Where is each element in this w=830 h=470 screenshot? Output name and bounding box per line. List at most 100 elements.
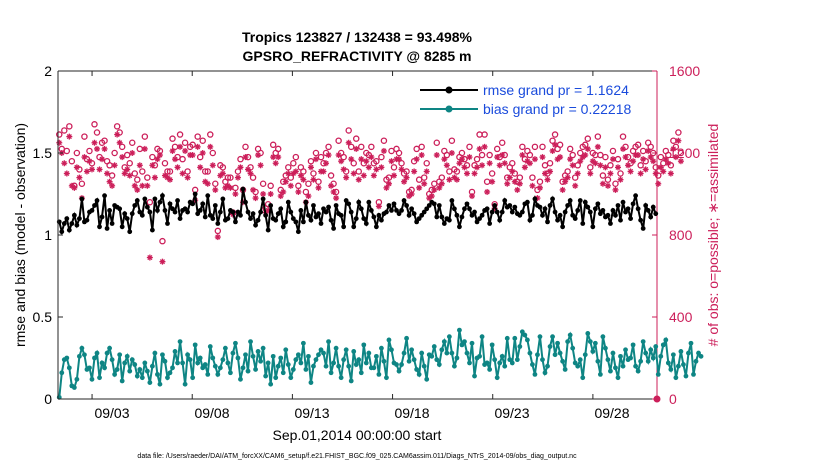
obs-possible-point	[453, 168, 461, 175]
rmse-series-point	[628, 216, 633, 222]
bias-series-point	[530, 362, 535, 367]
bias-series-point	[348, 378, 354, 384]
obs-assimilated-point	[388, 158, 395, 165]
bias-series-point	[338, 375, 344, 381]
bias-series-point	[653, 344, 659, 349]
bias-series-point	[660, 342, 666, 348]
obs-possible-point	[576, 149, 584, 157]
rmse-series-point	[384, 209, 389, 215]
bias-series-point	[263, 373, 269, 379]
obs-possible-point	[194, 133, 201, 140]
rmse-series-point	[74, 222, 80, 228]
obs-possible-point	[237, 155, 244, 163]
bias-series-point	[160, 352, 165, 358]
bias-series-point	[519, 329, 525, 335]
rmse-series-point	[260, 196, 266, 202]
obs-possible-point	[139, 168, 146, 175]
rmse-series-point	[76, 216, 82, 222]
rmse-series-point	[170, 206, 175, 212]
obs-possible-point	[302, 188, 310, 196]
rmse-series-point	[575, 208, 581, 213]
rmse-series-point	[401, 198, 407, 203]
bias-series-point	[308, 380, 314, 385]
bias-series-line	[58, 329, 702, 398]
obs-possible-point	[358, 143, 365, 151]
bias-series-point	[678, 349, 684, 354]
obs-possible-point	[345, 127, 352, 134]
bias-series-point	[630, 342, 636, 348]
rmse-series-point	[519, 209, 525, 215]
rmse-series-point	[484, 206, 490, 212]
obs-assimilated-point	[368, 154, 375, 161]
rmse-series-point	[527, 217, 533, 223]
rmse-series-point	[137, 209, 143, 215]
obs-assimilated-point	[111, 162, 118, 169]
rmse-series-point	[316, 211, 321, 217]
rmse-series-point	[207, 212, 213, 218]
bias-series-point	[658, 353, 664, 359]
bias-series-point	[373, 353, 379, 359]
obs-assimilated-point	[275, 154, 282, 161]
bias-series-point	[313, 357, 319, 363]
rmse-series-point	[489, 209, 495, 215]
bias-series-point	[457, 327, 462, 333]
obs-assimilated-point	[672, 154, 679, 161]
obs-possible-point	[466, 143, 473, 151]
bias-series-point	[97, 375, 102, 381]
bias-series-point	[74, 376, 80, 382]
y-left-tick-label: 1	[44, 227, 52, 243]
bias-series-point	[507, 357, 513, 363]
rmse-series-point	[177, 216, 183, 222]
obs-possible-point	[315, 178, 322, 185]
bias-series-point	[580, 375, 586, 381]
obs-assimilated-point	[260, 191, 267, 197]
obs-assimilated-point	[255, 152, 262, 159]
rmse-series-point	[462, 206, 467, 212]
bias-series-point	[205, 372, 211, 377]
obs-assimilated-point	[577, 158, 584, 165]
rmse-series-point	[79, 196, 85, 202]
obs-assimilated-point	[144, 182, 151, 189]
obs-possible-point	[458, 149, 466, 157]
obs-possible-point	[486, 151, 493, 159]
obs-assimilated-point	[584, 145, 591, 152]
rmse-series-point	[225, 216, 231, 222]
rmse-series-point	[69, 221, 75, 226]
obs-assimilated-point	[416, 184, 423, 191]
obs-assimilated-point	[340, 166, 347, 173]
obs-assimilated-point	[156, 152, 163, 159]
rmse-series-point	[338, 212, 344, 218]
series-layer	[56, 121, 704, 403]
obs-assimilated-point	[544, 176, 551, 183]
obs-assimilated-point	[247, 170, 254, 177]
bias-series-point	[195, 360, 201, 366]
bias-series-point	[318, 347, 324, 353]
rmse-series-point	[119, 224, 125, 230]
y-right-tick-label: 1600	[669, 63, 700, 79]
obs-assimilated-point	[378, 164, 385, 171]
obs-assimilated-point	[106, 178, 113, 185]
obs-possible-point	[584, 135, 592, 142]
bias-series-point	[129, 357, 135, 363]
obs-possible-point	[234, 168, 242, 175]
bias-series-point	[545, 363, 550, 369]
obs-assimilated-point	[73, 164, 80, 171]
rmse-series-point	[212, 203, 218, 208]
bias-series-point	[192, 342, 198, 348]
obs-assimilated-point	[446, 176, 453, 183]
bias-series-point	[489, 342, 495, 348]
bias-series-point	[698, 353, 704, 359]
rmse-series-point	[467, 206, 472, 212]
obs-possible-point	[420, 174, 428, 181]
obs-assimilated-point	[667, 170, 674, 177]
obs-assimilated-point	[370, 172, 377, 179]
rmse-series-point	[300, 219, 306, 225]
bias-series-point	[94, 350, 100, 356]
rmse-series-point	[129, 211, 135, 217]
obs-possible-point	[607, 162, 614, 169]
rmse-series-point	[144, 204, 150, 210]
rmse-series-point	[572, 216, 578, 222]
bias-series-point	[225, 360, 231, 366]
obs-assimilated-point	[234, 174, 241, 181]
obs-assimilated-point	[650, 158, 657, 165]
